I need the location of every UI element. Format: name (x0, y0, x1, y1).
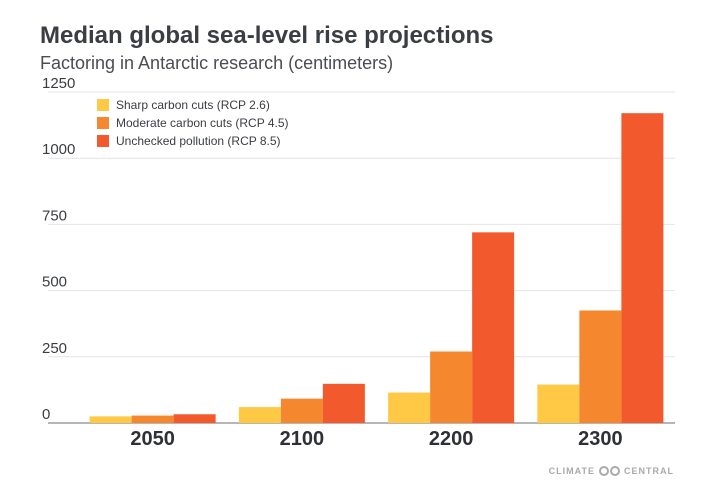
bar-2050-series-1 (89, 416, 132, 423)
x-tick-label: 2050 (130, 428, 175, 450)
legend-label: Unchecked pollution (RCP 8.5) (116, 134, 281, 148)
chart-title: Median global sea-level rise projections (40, 22, 494, 49)
bar-2050-series-2 (131, 415, 174, 423)
bar-2300-series-2 (579, 310, 622, 423)
bar-2200-series-3 (472, 232, 515, 423)
y-tick-label: 250 (42, 340, 67, 357)
bar-2300-series-1 (537, 384, 580, 423)
legend: Sharp carbon cuts (RCP 2.6) Moderate carb… (97, 98, 289, 148)
bar-2100-series-3 (322, 383, 365, 423)
legend-swatch (97, 135, 109, 147)
x-axis-ticks: 2050 2100 2200 2300 (130, 428, 622, 450)
legend-label: Moderate carbon cuts (RCP 4.5) (116, 116, 289, 130)
logo-mark-icon (599, 466, 620, 476)
bar-2200-series-2 (430, 351, 473, 423)
x-tick-label: 2100 (280, 428, 325, 450)
x-tick-label: 2200 (429, 428, 474, 450)
y-tick-label: 500 (42, 274, 67, 291)
legend-label: Sharp carbon cuts (RCP 2.6) (116, 98, 270, 112)
climate-central-logo: CLIMATE CENTRAL (549, 466, 674, 476)
legend-swatch (97, 117, 109, 129)
chart-subtitle: Factoring in Antarctic research (centime… (40, 53, 394, 73)
bar-2300-series-3 (621, 113, 664, 424)
logo-text-left: CLIMATE (548, 466, 595, 476)
bar-2100-series-2 (280, 398, 323, 423)
logo-text-right: CENTRAL (624, 466, 674, 476)
y-axis-ticks: 0 250 500 750 1000 1250 (42, 75, 75, 423)
x-tick-label: 2300 (578, 428, 623, 450)
bar-2050-series-3 (173, 414, 216, 423)
y-tick-label: 750 (42, 207, 67, 224)
y-tick-label: 1250 (42, 75, 75, 92)
y-tick-label: 0 (42, 406, 50, 423)
bar-2100-series-1 (238, 407, 281, 423)
bar-2200-series-1 (388, 392, 431, 423)
legend-swatch (97, 99, 109, 111)
bars (89, 113, 664, 424)
y-tick-label: 1000 (42, 141, 75, 158)
